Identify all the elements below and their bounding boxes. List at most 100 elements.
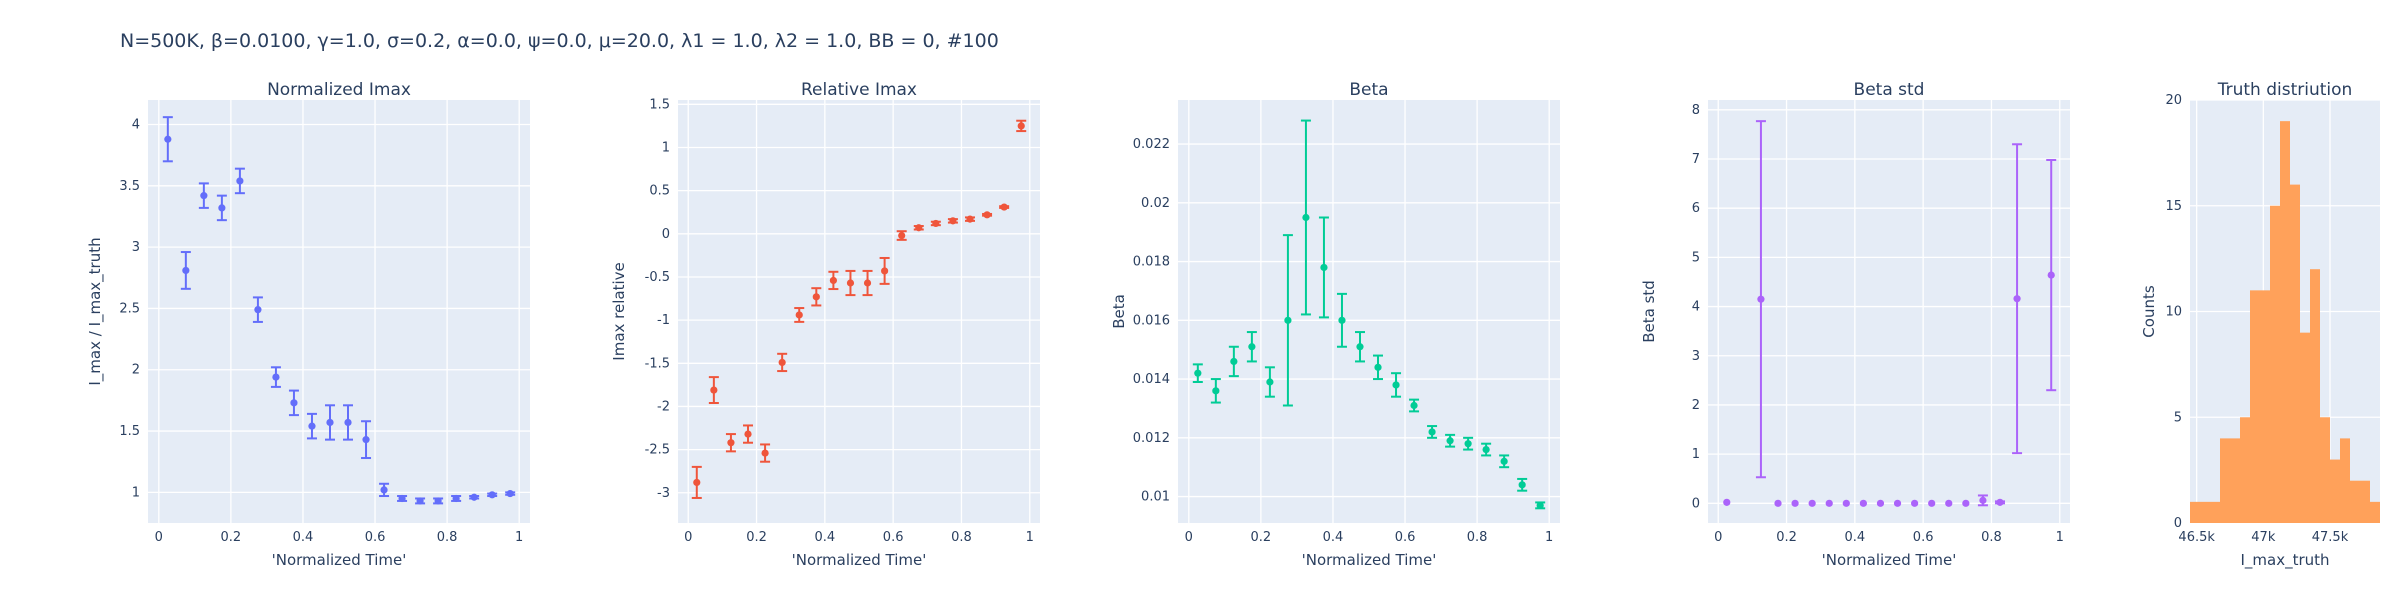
panel-title: Beta — [1349, 80, 1388, 100]
x-tick-label: 46.5k — [2178, 530, 2215, 545]
data-point — [1000, 203, 1008, 211]
y-tick-label: 0.022 — [1133, 137, 1170, 152]
y-tick-label: 0.5 — [649, 184, 670, 199]
y-tick-label: 6 — [1692, 201, 1700, 216]
y-tick-label: 3 — [132, 240, 140, 255]
y-tick-label: 10 — [2165, 305, 2182, 320]
y-tick-label: 3.5 — [119, 179, 140, 194]
y-tick-label: -1.5 — [645, 356, 670, 371]
y-tick-label: -3 — [657, 486, 670, 501]
x-tick-label: 0.2 — [1776, 530, 1797, 545]
y-tick-label: 0.016 — [1133, 313, 1170, 328]
data-point — [1410, 401, 1418, 410]
data-point — [1945, 499, 1953, 507]
y-tick-label: 3 — [1692, 349, 1700, 364]
x-tick-label: 1 — [2056, 530, 2064, 545]
histogram-bar — [2270, 205, 2280, 523]
data-point — [1266, 378, 1274, 386]
plot-background — [148, 100, 530, 523]
histogram-bar — [2370, 501, 2380, 523]
histogram-bar — [2230, 438, 2240, 523]
data-point — [898, 231, 906, 240]
data-point — [1302, 213, 1310, 222]
data-point — [470, 493, 478, 501]
data-point — [1825, 499, 1833, 507]
data-point — [1791, 499, 1799, 507]
data-point — [812, 293, 820, 301]
data-point — [710, 386, 718, 394]
data-point — [1723, 498, 1731, 506]
y-tick-label: 0.014 — [1133, 372, 1170, 387]
histogram-bar — [2290, 184, 2300, 523]
data-point — [254, 306, 262, 314]
data-point — [452, 494, 460, 503]
y-tick-label: 2 — [132, 363, 140, 378]
y-tick-label: 4 — [1692, 300, 1700, 315]
y-tick-label: 8 — [1692, 103, 1700, 118]
x-tick-label: 0 — [1185, 530, 1193, 545]
x-tick-label: 0.8 — [951, 530, 972, 545]
x-tick-label: 0 — [155, 530, 163, 545]
data-point — [1962, 499, 1970, 507]
data-point — [1536, 501, 1544, 509]
data-point — [1248, 343, 1256, 351]
chart-beta-std: 0 1 2 3 4 5 6 7 8 0 0.2 0.4 0.6 0.8 1 Beta std 'Normaliz… — [1640, 80, 2070, 569]
chart-normalized-imax: 1 1.5 2 2.5 3 3.5 4 0 0.2 0.4 0.6 0.8 1 Normalized Im… — [86, 80, 530, 569]
histogram-bar — [2280, 121, 2290, 524]
chart-relative-imax: -3 -2.5 -2 -1.5 -1 -0.5 0 0.5 1 1.5 0 0.2 0.4 0.6 0.8 1… — [610, 80, 1040, 569]
x-tick-label: 0.8 — [437, 530, 458, 545]
plot-background — [1708, 100, 2070, 523]
data-point — [272, 373, 280, 381]
y-tick-label: 1.5 — [119, 424, 140, 439]
data-point — [1230, 357, 1238, 366]
y-tick-label: -2 — [657, 399, 670, 414]
histogram-bar — [2220, 438, 2230, 523]
histogram-bar — [2320, 417, 2330, 523]
data-point — [1500, 457, 1508, 465]
x-tick-label: 1 — [1026, 530, 1034, 545]
panel-title: Truth distriution — [2217, 80, 2353, 100]
panel-title: Beta std — [1854, 80, 1925, 100]
data-point — [1876, 499, 1885, 507]
data-point — [1356, 343, 1364, 351]
x-tick-label: 0.6 — [1913, 530, 1934, 545]
x-tick-label: 0.4 — [1845, 530, 1866, 545]
data-point — [1911, 499, 1919, 507]
data-point — [846, 279, 855, 287]
y-tick-label: 1 — [1692, 447, 1700, 462]
y-tick-label: -2.5 — [645, 443, 670, 458]
histogram-bar — [2210, 501, 2220, 523]
data-point — [693, 478, 701, 487]
data-point — [1374, 363, 1382, 371]
data-point — [1428, 428, 1436, 436]
y-tick-label: 1 — [132, 485, 140, 500]
data-point — [983, 211, 991, 219]
x-tick-label: 0.4 — [1323, 530, 1344, 545]
x-tick-label: 0.8 — [1981, 530, 2002, 545]
data-point — [1996, 498, 2004, 506]
data-point — [1774, 499, 1782, 507]
y-tick-label: -0.5 — [645, 270, 670, 285]
data-point — [863, 279, 872, 287]
x-tick-label: 0.4 — [293, 530, 314, 545]
data-point — [1757, 295, 1765, 303]
y-tick-label: 1 — [662, 140, 670, 155]
y-axis-label: I_max / I_max_truth — [86, 237, 105, 385]
data-point — [949, 217, 957, 225]
data-point — [290, 399, 298, 407]
panel-title: Normalized Imax — [267, 80, 411, 100]
data-point — [1446, 437, 1454, 445]
y-tick-label: 0.01 — [1141, 490, 1170, 505]
data-point — [932, 219, 940, 228]
y-axis-label: Imax relative — [610, 262, 628, 360]
y-tick-label: -1 — [657, 313, 670, 328]
plot-background — [1178, 100, 1560, 523]
y-tick-label: 15 — [2165, 199, 2182, 214]
y-tick-label: 5 — [2174, 410, 2182, 425]
data-point — [1338, 316, 1346, 324]
data-point — [1284, 316, 1292, 324]
x-axis-label: 'Normalized Time' — [272, 551, 407, 569]
y-tick-label: 4 — [132, 118, 140, 133]
data-point — [380, 486, 388, 494]
data-point — [1212, 387, 1220, 395]
